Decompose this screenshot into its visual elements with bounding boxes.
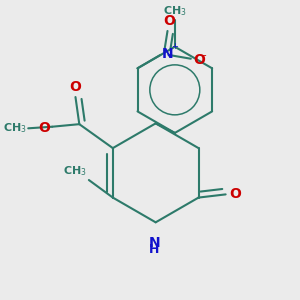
Text: O: O [39, 121, 51, 135]
Text: +: + [171, 42, 178, 51]
Text: H: H [149, 243, 159, 256]
Text: O: O [229, 187, 241, 201]
Text: CH$_3$: CH$_3$ [3, 122, 27, 135]
Text: CH$_3$: CH$_3$ [163, 4, 187, 18]
Text: O: O [194, 53, 205, 67]
Text: N: N [162, 47, 174, 61]
Text: −: − [199, 51, 207, 61]
Text: CH$_3$: CH$_3$ [64, 165, 87, 178]
Text: N: N [148, 236, 160, 250]
Text: O: O [163, 14, 175, 28]
Text: O: O [69, 80, 81, 94]
